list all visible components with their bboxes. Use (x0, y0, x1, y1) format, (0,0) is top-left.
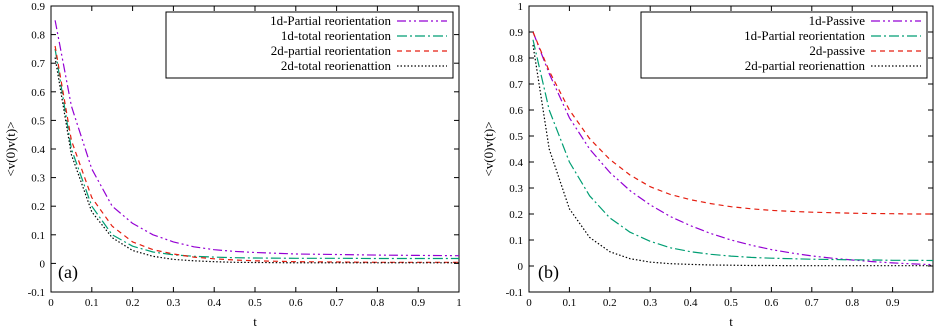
y-tick-label: 0.5 (509, 131, 523, 143)
x-tick-label: 0.4 (684, 297, 698, 309)
series-line-4 (532, 44, 933, 267)
y-axis-title: <v(0)v(t)> (3, 121, 18, 176)
x-tick-label: 0.1 (85, 297, 99, 309)
y-tick-label: 0.4 (31, 144, 45, 156)
y-axis-title: <v(0)v(t)> (481, 121, 496, 176)
y-tick-label: 0.4 (509, 157, 523, 169)
y-tick-label: 0.7 (31, 58, 45, 70)
legend-label: 2d-partial reorientation (271, 43, 392, 58)
x-tick-label: 0 (526, 297, 532, 309)
legend-label: 1d-Partial reorientation (270, 13, 391, 28)
x-tick-label: 0.2 (126, 297, 140, 309)
legend-box (640, 11, 928, 79)
legend-label: 2d-passive (809, 43, 865, 58)
y-tick-label: 0.3 (509, 183, 523, 195)
x-tick-label: 0 (48, 297, 54, 309)
y-tick-label: 0.6 (31, 87, 45, 99)
x-tick-label: 0.7 (330, 297, 344, 309)
x-axis-title: t (729, 314, 733, 329)
x-axis-title: t (253, 314, 257, 329)
legend-label: 2d-partial reorienattion (745, 58, 866, 73)
x-tick-label: 0.9 (411, 297, 425, 309)
x-tick-label: 0.5 (248, 297, 262, 309)
x-tick-label: 0.6 (765, 297, 779, 309)
x-tick-label: 0.3 (167, 297, 181, 309)
y-tick-label: 0.9 (509, 27, 523, 39)
legend-label: 1d-Partial reorientation (744, 28, 865, 43)
x-tick-label: 0.8 (371, 297, 385, 309)
y-tick-label: 0 (518, 261, 524, 273)
y-tick-label: 0 (40, 258, 46, 270)
legend-label: 1d-Passive (809, 13, 866, 28)
y-tick-label: 0.2 (509, 209, 523, 221)
y-tick-label: 0.5 (31, 115, 45, 127)
x-tick-label: 0.3 (643, 297, 657, 309)
y-tick-label: 0.8 (31, 30, 45, 42)
legend-label: 1d-total reorientation (281, 28, 392, 43)
x-tick-label: 0.1 (563, 297, 577, 309)
panel-label: (b) (538, 262, 559, 283)
legend-box (165, 11, 454, 79)
series-line-2 (54, 48, 459, 260)
y-tick-label: 0.1 (509, 235, 523, 247)
y-tick-label: 0.2 (31, 201, 45, 213)
x-tick-label: 0.8 (845, 297, 859, 309)
y-tick-label: 0.8 (509, 53, 523, 65)
x-tick-label: 0.5 (724, 297, 738, 309)
x-tick-label: 0.7 (805, 297, 819, 309)
series-line-1 (54, 20, 459, 257)
series-line-2 (532, 39, 933, 262)
x-tick-label: 0.4 (207, 297, 221, 309)
y-tick-label: -0.1 (28, 287, 45, 299)
x-tick-label: 0.2 (603, 297, 617, 309)
y-tick-label: 0.9 (31, 1, 45, 13)
panel-label: (a) (58, 262, 78, 283)
y-tick-label: 0.3 (31, 173, 45, 185)
legend-label: 2d-total reorienattion (281, 58, 392, 73)
x-tick-label: 0.9 (886, 297, 900, 309)
y-tick-label: -0.1 (506, 287, 523, 299)
y-tick-label: 0.1 (31, 230, 45, 242)
series-line-1 (532, 31, 933, 266)
x-tick-label: 1 (456, 297, 462, 309)
series-line-3 (54, 45, 459, 263)
y-tick-label: 0.6 (509, 105, 523, 117)
series-line-3 (532, 31, 933, 215)
y-tick-label: 1 (518, 1, 524, 13)
y-tick-label: 0.7 (509, 79, 523, 91)
x-tick-label: 0.6 (289, 297, 303, 309)
series-line-4 (54, 57, 459, 264)
